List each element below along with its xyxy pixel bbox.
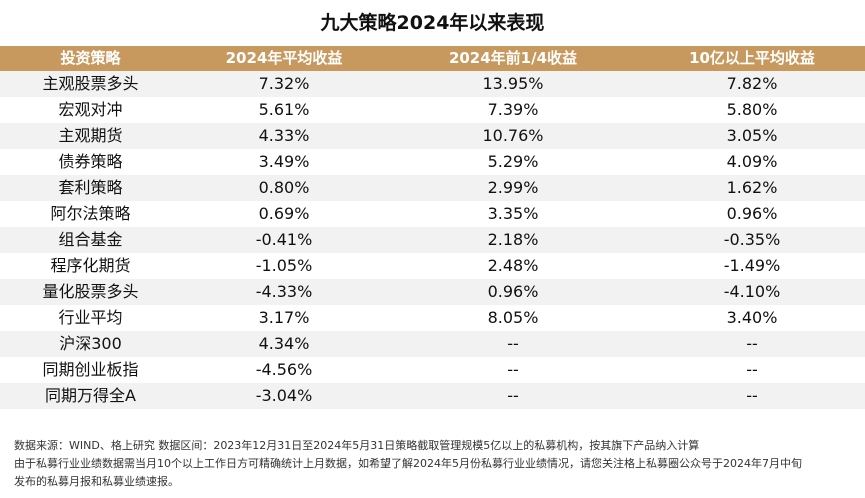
cell-strategy: 行业平均 — [0, 305, 181, 331]
page-title: 九大策略2024年以来表现 — [320, 12, 545, 34]
footnote-line: 数据来源：WIND、格上研究 数据区间：2023年12月31日至2024年5月3… — [14, 439, 700, 452]
cell-over-1b-avg-return: -- — [639, 331, 865, 357]
table-row: 沪深300 4.34% -- -- — [0, 331, 865, 357]
header-2024-avg-return: 2024年平均收益 — [181, 46, 387, 71]
footnote-line: 发布的私募月报和私募业绩速报。 — [14, 475, 179, 488]
cell-2024-avg-return: 3.17% — [181, 305, 387, 331]
table-row: 宏观对冲 5.61% 7.39% 5.80% — [0, 97, 865, 123]
cell-strategy: 同期创业板指 — [0, 357, 181, 383]
cell-2024-avg-return: -0.41% — [181, 227, 387, 253]
cell-strategy: 量化股票多头 — [0, 279, 181, 305]
cell-over-1b-avg-return: 5.80% — [639, 97, 865, 123]
cell-over-1b-avg-return: 7.82% — [639, 71, 865, 97]
cell-strategy: 主观期货 — [0, 123, 181, 149]
cell-2024-avg-return: -4.33% — [181, 279, 387, 305]
cell-strategy: 阿尔法策略 — [0, 201, 181, 227]
cell-2024-avg-return: 5.61% — [181, 97, 387, 123]
cell-2024-q1-return: 0.96% — [387, 279, 639, 305]
cell-2024-q1-return: -- — [387, 357, 639, 383]
cell-2024-avg-return: 4.34% — [181, 331, 387, 357]
cell-2024-q1-return: -- — [387, 383, 639, 409]
table-row: 行业平均 3.17% 8.05% 3.40% — [0, 305, 865, 331]
cell-2024-avg-return: -4.56% — [181, 357, 387, 383]
table-row: 同期万得全A -3.04% -- -- — [0, 383, 865, 409]
cell-over-1b-avg-return: 4.09% — [639, 149, 865, 175]
cell-2024-avg-return: 0.80% — [181, 175, 387, 201]
cell-2024-q1-return: 2.18% — [387, 227, 639, 253]
cell-2024-avg-return: 4.33% — [181, 123, 387, 149]
cell-2024-q1-return: 8.05% — [387, 305, 639, 331]
cell-strategy: 沪深300 — [0, 331, 181, 357]
cell-2024-q1-return: -- — [387, 331, 639, 357]
cell-strategy: 组合基金 — [0, 227, 181, 253]
cell-2024-q1-return: 10.76% — [387, 123, 639, 149]
cell-2024-q1-return: 2.48% — [387, 253, 639, 279]
footnote-line: 由于私募行业业绩数据需当月10个以上工作日方可精确统计上月数据，如希望了解202… — [14, 457, 802, 470]
cell-over-1b-avg-return: -0.35% — [639, 227, 865, 253]
table-row: 组合基金 -0.41% 2.18% -0.35% — [0, 227, 865, 253]
table-row: 债券策略 3.49% 5.29% 4.09% — [0, 149, 865, 175]
table-row: 主观股票多头 7.32% 13.95% 7.82% — [0, 71, 865, 97]
strategy-performance-table: 投资策略 2024年平均收益 2024年前1/4收益 10亿以上平均收益 主观股… — [0, 46, 865, 409]
cell-2024-avg-return: -1.05% — [181, 253, 387, 279]
cell-strategy: 套利策略 — [0, 175, 181, 201]
cell-over-1b-avg-return: -- — [639, 383, 865, 409]
table-row: 程序化期货 -1.05% 2.48% -1.49% — [0, 253, 865, 279]
cell-2024-q1-return: 7.39% — [387, 97, 639, 123]
table-row: 主观期货 4.33% 10.76% 3.05% — [0, 123, 865, 149]
cell-2024-q1-return: 2.99% — [387, 175, 639, 201]
table-header-row: 投资策略 2024年平均收益 2024年前1/4收益 10亿以上平均收益 — [0, 46, 865, 71]
cell-strategy: 宏观对冲 — [0, 97, 181, 123]
cell-2024-avg-return: -3.04% — [181, 383, 387, 409]
cell-over-1b-avg-return: -4.10% — [639, 279, 865, 305]
cell-2024-q1-return: 5.29% — [387, 149, 639, 175]
header-over-1b-avg-return: 10亿以上平均收益 — [639, 46, 865, 71]
cell-strategy: 债券策略 — [0, 149, 181, 175]
cell-over-1b-avg-return: 1.62% — [639, 175, 865, 201]
cell-over-1b-avg-return: 3.05% — [639, 123, 865, 149]
cell-over-1b-avg-return: 0.96% — [639, 201, 865, 227]
table-row: 套利策略 0.80% 2.99% 1.62% — [0, 175, 865, 201]
cell-2024-q1-return: 3.35% — [387, 201, 639, 227]
cell-strategy: 主观股票多头 — [0, 71, 181, 97]
cell-strategy: 程序化期货 — [0, 253, 181, 279]
header-2024-q1-return: 2024年前1/4收益 — [387, 46, 639, 71]
cell-over-1b-avg-return: -1.49% — [639, 253, 865, 279]
table-row: 同期创业板指 -4.56% -- -- — [0, 357, 865, 383]
cell-2024-q1-return: 13.95% — [387, 71, 639, 97]
table-body: 主观股票多头 7.32% 13.95% 7.82% 宏观对冲 5.61% 7.39% 5.80… — [0, 71, 865, 409]
cell-2024-avg-return: 7.32% — [181, 71, 387, 97]
cell-2024-avg-return: 0.69% — [181, 201, 387, 227]
footnotes: 数据来源：WIND、格上研究 数据区间：2023年12月31日至2024年5月3… — [14, 437, 859, 491]
cell-over-1b-avg-return: -- — [639, 357, 865, 383]
table-row: 阿尔法策略 0.69% 3.35% 0.96% — [0, 201, 865, 227]
header-strategy: 投资策略 — [0, 46, 181, 71]
table-row: 量化股票多头 -4.33% 0.96% -4.10% — [0, 279, 865, 305]
cell-2024-avg-return: 3.49% — [181, 149, 387, 175]
cell-strategy: 同期万得全A — [0, 383, 181, 409]
cell-over-1b-avg-return: 3.40% — [639, 305, 865, 331]
